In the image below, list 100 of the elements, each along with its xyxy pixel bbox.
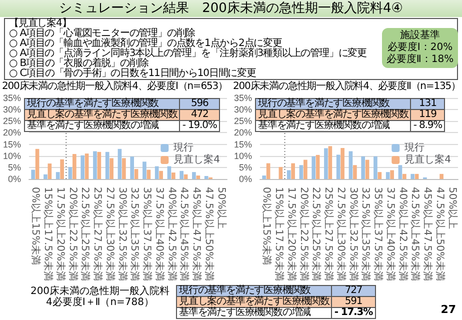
x-tick-label: 20%以上22.5%未満 [298, 187, 310, 282]
x-tick-label: 15%以上17.5%未満 [273, 187, 286, 282]
bar [316, 154, 320, 180]
bar [80, 155, 85, 180]
x-tick-label: 42.5%以上45%未満 [178, 187, 190, 282]
x-tick-label: 22.5%以上25%未満 [79, 187, 92, 282]
x-tick-label: 25%以上27.5%未満 [322, 187, 335, 282]
bar [167, 166, 172, 180]
text: 基準を満たす医療機関数の増減 [176, 307, 332, 318]
text: 必要度Ⅰ：20% [386, 42, 454, 54]
x-tick-label: 20%以上22.5%未満 [66, 187, 79, 282]
chart-title: 200床未満の急性期一般入院料4、必要度Ⅰ（n=653） [2, 81, 228, 93]
x-tick-label: 25%以上27.5%未満 [92, 187, 104, 282]
annotation: 見直し案の基準を満たす医療機関数 [256, 109, 411, 120]
bar [278, 166, 283, 180]
bar [146, 170, 151, 180]
y-tick-label: 30% [3, 104, 22, 115]
legend-label: 現行 [404, 142, 425, 154]
x-tick-label: 35%以上37.5%未満 [141, 187, 154, 282]
bar [390, 170, 394, 180]
x-tick-label: 0%以上15%未満 [30, 187, 42, 266]
bar [304, 160, 308, 180]
bar [154, 166, 159, 180]
text: ○ B項目の「衣服の着脱」の削除 [9, 58, 148, 69]
bar [340, 148, 344, 180]
bar [48, 164, 52, 180]
y-tick-label: 35% [234, 93, 252, 103]
text: 【見直し案4】 [9, 18, 72, 29]
bar [299, 165, 304, 180]
bar [130, 156, 134, 180]
y-tick-label: 15% [234, 139, 252, 150]
bar [60, 159, 64, 180]
y-tick-label: 30% [234, 104, 252, 115]
text: ○ A項目の「心電図モニターの管理」の削除 [9, 28, 196, 39]
legend-label: 見直し案4 [174, 154, 220, 166]
legend-label: 見直し案4 [404, 154, 452, 166]
bar [93, 151, 97, 180]
text: 591 [332, 296, 376, 308]
x-tick-label: 40%以上42.5%未満 [166, 187, 178, 282]
annotation: 596 [180, 98, 220, 110]
text: 現行の基準を満たす医療機関数 [176, 285, 332, 296]
text: ○ A項目の「点滴ライン同時3本以上の管理」を「注射薬剤3種類以上の管理」に変更 [9, 48, 366, 59]
y-tick-label: 15% [3, 139, 22, 150]
y-tick-label: 10% [234, 150, 252, 161]
bar [180, 170, 184, 180]
x-tick-label: 42.5%以上45%未満 [409, 187, 422, 282]
annotation: 現行の基準を満たす医療機関数 [24, 98, 180, 110]
bar [324, 148, 328, 180]
x-tick-label: 50%以上 [215, 187, 228, 230]
bar [56, 172, 60, 180]
bar [142, 162, 146, 180]
text: - 17.3% [332, 307, 376, 318]
bar [402, 174, 406, 180]
x-tick-label: 35%以上37.5%未満 [372, 187, 384, 282]
bar [266, 163, 270, 180]
y-tick-label: 25% [234, 116, 252, 126]
bar [105, 152, 110, 180]
x-tick-label: 37.5%以上40%未満 [384, 187, 396, 282]
y-tick-label: 25% [3, 116, 22, 126]
bar [361, 156, 365, 180]
x-tick-label: 40%以上42.5%未満 [396, 187, 409, 282]
annotation: 基準を満たす医療機関数の増減 [256, 120, 411, 132]
text: シミュレーション結果 200床未満の急性期一般入院料4④ [0, 0, 462, 17]
bar [35, 148, 40, 180]
chart-title: 200床未満の急性期一般入院料4、必要度Ⅱ（n=135） [233, 81, 460, 93]
text: 200床未満の急性期一般入院料4必要度Ⅰ＋Ⅱ（n=788） [30, 286, 170, 308]
x-tick-label: 45%以上47.5%未満 [190, 187, 203, 282]
annotation: 基準を満たす医療機関数の増減 [24, 120, 180, 132]
bar [110, 158, 114, 180]
annotation: 472 [180, 109, 220, 120]
x-tick-label: 37.5%以上40%未満 [153, 187, 166, 282]
bar [84, 154, 89, 180]
x-tick-label: 47.5%以上50%未満 [434, 187, 446, 282]
text: 見直し案の基準を満たす医療機関数 [176, 296, 332, 308]
bar [312, 156, 316, 180]
x-tick-label: 45%以上47.5%未満 [422, 187, 434, 282]
x-tick-label: 47.5%以上50%未満 [202, 187, 215, 282]
y-tick-label: 20% [234, 128, 252, 138]
annotation: 119 [410, 109, 444, 120]
bar [378, 172, 382, 180]
text: 施設基準 [399, 30, 441, 42]
y-tick-label: 0% [8, 174, 22, 184]
y-tick-label: 5% [239, 162, 252, 172]
x-tick-label: 50%以上 [446, 187, 458, 230]
text: 27 [440, 303, 456, 316]
bar [134, 169, 138, 180]
text: 必要度Ⅱ：18% [385, 54, 455, 66]
x-tick-label: 30%以上32.5%未満 [347, 187, 360, 282]
text: ○ C項目の「骨の手術」の日数を11日間から10日間に変更 [9, 68, 257, 79]
y-tick-label: 10% [3, 150, 22, 161]
bar [348, 151, 353, 180]
bar [328, 146, 332, 180]
text: ○ A項目の「輸血や血液製剤の管理」の点数を1点から2点に変更 [9, 38, 282, 49]
bar [44, 174, 48, 180]
x-tick-label: 0%以上15%未満 [260, 187, 273, 266]
bar [398, 165, 402, 180]
bar [196, 176, 200, 180]
y-tick-label: 20% [3, 128, 22, 138]
bar [365, 160, 370, 180]
bar [159, 170, 163, 180]
